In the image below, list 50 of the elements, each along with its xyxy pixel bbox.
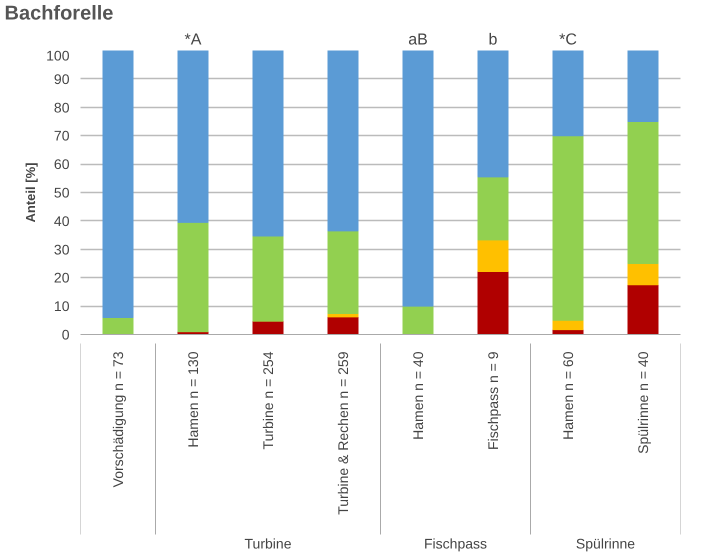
y-tick-label: 10 [54, 298, 70, 314]
x-tick-label: Vorschädigung n = 73 [110, 351, 126, 488]
x-tick-label: Hamen n = 60 [560, 351, 576, 440]
bar [628, 121, 658, 264]
y-tick-label: 50 [54, 184, 70, 200]
x-tick-label: Turbine n = 254 [260, 351, 276, 450]
text: Turbine [244, 536, 292, 552]
text: Fischpass [424, 536, 488, 552]
bar [628, 50, 658, 122]
y-tick-label: 60 [54, 156, 70, 172]
y-tick-label: 0 [62, 326, 70, 342]
bar [252, 235, 284, 322]
y-tick-label: 30 [54, 241, 70, 258]
bar [178, 222, 208, 332]
bar [478, 176, 508, 240]
y-tick-label: 90 [54, 70, 70, 87]
bar [478, 270, 508, 334]
bar [478, 239, 508, 272]
bar [402, 306, 434, 334]
annotation: *C [559, 32, 577, 48]
x-tick-label: Hamen n = 130 [185, 351, 201, 448]
bar [102, 316, 134, 334]
bar [628, 263, 658, 286]
y-tick-label: 80 [54, 99, 70, 116]
x-tick-label: Hamen n = 40 [410, 351, 426, 440]
bar [328, 50, 358, 232]
chart-title: Bachforelle [4, 2, 114, 24]
bar [178, 50, 208, 223]
y-tick-label: 40 [54, 212, 70, 229]
bar [628, 284, 658, 334]
bar [252, 50, 284, 236]
x-tick-label: Fischpass n = 9 [485, 351, 501, 450]
y-tick-label: 100 [46, 48, 70, 64]
y-axis-title: Anteil [%] [23, 162, 38, 222]
annotation: *A [184, 32, 202, 48]
bar [402, 50, 434, 307]
y-tick-label: 20 [54, 270, 70, 286]
text: Spülrinne [576, 536, 636, 552]
bar [328, 230, 358, 314]
x-tick-label: Spülrinne n = 40 [635, 351, 651, 454]
bar [552, 135, 584, 321]
bar [552, 50, 584, 136]
bar [328, 316, 358, 334]
bar [102, 50, 134, 318]
x-tick-label: Turbine & Rechen n = 259 [335, 351, 351, 515]
y-tick-label: 70 [54, 128, 70, 144]
bar [252, 320, 284, 334]
bar [478, 50, 508, 178]
annotation: aB [408, 32, 428, 48]
annotation: b [488, 32, 498, 48]
